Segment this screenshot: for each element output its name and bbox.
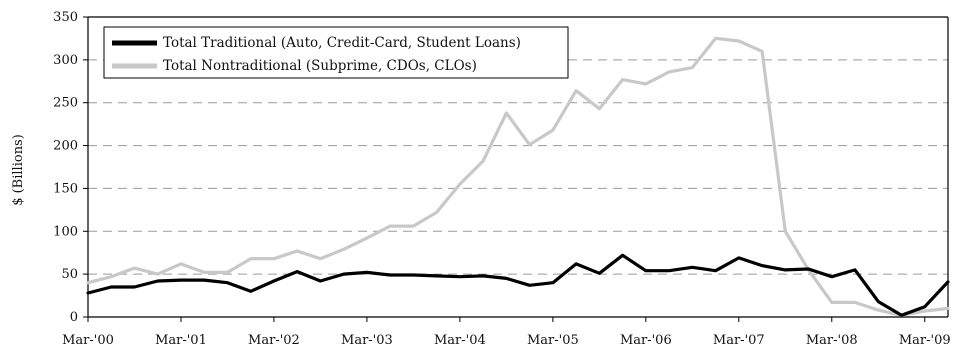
x-tick-label: Mar-'03	[341, 333, 393, 348]
legend-box	[103, 26, 569, 79]
x-tick-label: Mar-'09	[899, 333, 951, 348]
y-tick-label-300: 300	[53, 53, 78, 68]
x-tick-label: Mar-'08	[806, 333, 858, 348]
x-tick-label: Mar-'04	[434, 333, 486, 348]
x-tick-label: Mar-'06	[620, 333, 672, 348]
legend: Total Traditional (Auto, Credit-Card, St…	[103, 26, 569, 79]
series-lines	[86, 36, 950, 317]
y-tick-label-200: 200	[53, 139, 78, 154]
x-tick-label: Mar-'07	[713, 333, 765, 348]
gridlines	[88, 59, 948, 275]
x-tick-labels: Mar-'00 Mar-'01 Mar-'02 Mar-'03 Mar-'04 Mar-'…	[62, 317, 951, 348]
legend-label-nontraditional: Total Nontraditional (Subprime, CDOs, CL…	[163, 58, 477, 74]
x-tick-label: Mar-'05	[527, 333, 579, 348]
series-line-traditional	[86, 253, 950, 317]
y-tick-label-0: 0	[70, 310, 78, 325]
x-tick-label: Mar-'02	[248, 333, 300, 348]
y-tick-label-50: 50	[61, 267, 78, 282]
y-tick-label-350: 350	[53, 10, 78, 25]
x-tick-label: Mar-'00	[62, 333, 114, 348]
axes	[87, 16, 949, 318]
y-tick-label-100: 100	[53, 224, 78, 239]
legend-label-traditional: Total Traditional (Auto, Credit-Card, St…	[163, 35, 521, 51]
series-line-nontraditional	[86, 36, 950, 317]
x-tick-label: Mar-'01	[155, 333, 207, 348]
y-axis-label: $ (Billions)	[11, 134, 26, 206]
y-tick-label-250: 250	[53, 96, 78, 111]
y-tick-label-150: 150	[53, 181, 78, 196]
y-tick-labels: 0 50 100 150 200 250 300 350	[53, 10, 88, 325]
